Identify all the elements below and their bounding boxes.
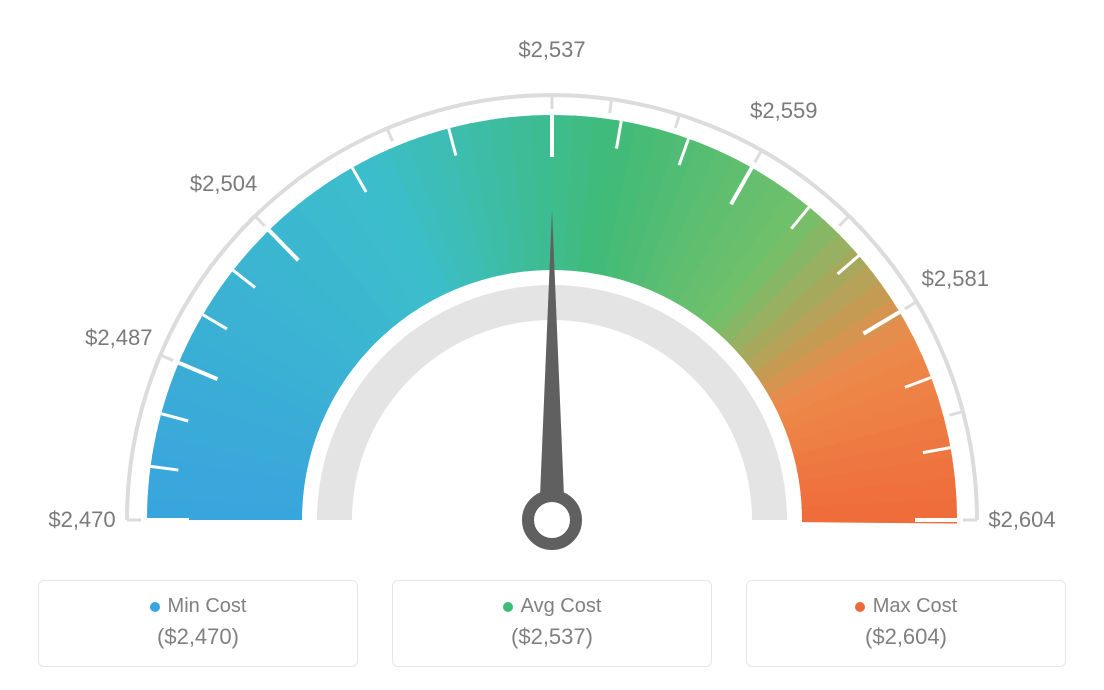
legend-box: Max Cost ($2,604) — [746, 580, 1066, 667]
gauge-tick-minor — [755, 150, 762, 162]
legend-value: ($2,537) — [413, 624, 691, 650]
gauge-tick-minor — [387, 128, 392, 141]
gauge-tick-minor — [905, 302, 917, 309]
gauge-tick-label: $2,581 — [922, 266, 989, 292]
gauge-tick-minor — [675, 115, 679, 128]
legend-label: Max Cost — [873, 595, 957, 618]
legend-title: Max Cost — [855, 595, 957, 618]
gauge-needle-hub — [528, 496, 576, 544]
legend-title: Avg Cost — [503, 595, 602, 618]
gauge-tick-minor — [160, 355, 173, 360]
legend-title: Min Cost — [150, 595, 247, 618]
legend-box: Min Cost ($2,470) — [38, 580, 358, 667]
cost-gauge-widget: $2,470 $2,487 $2,504 $2,537 $2,559 $2,581 $2,6… — [0, 0, 1104, 690]
gauge-chart: $2,470 $2,487 $2,504 $2,537 $2,559 $2,581 $2,6… — [0, 10, 1104, 570]
legend-row: Min Cost ($2,470) Avg Cost ($2,537) Max Cost… — [8, 580, 1096, 667]
legend-value: ($2,604) — [767, 624, 1045, 650]
legend-dot-icon — [150, 602, 160, 612]
legend-dot-icon — [503, 602, 513, 612]
gauge-tick-label: $2,487 — [85, 325, 152, 351]
gauge-tick-label: $2,604 — [988, 507, 1055, 533]
legend-value: ($2,470) — [59, 624, 337, 650]
gauge-tick-minor — [610, 99, 612, 113]
gauge-tick-minor — [255, 216, 265, 226]
gauge-tick-minor — [839, 216, 849, 226]
legend-label: Min Cost — [168, 595, 247, 618]
legend-box: Avg Cost ($2,537) — [392, 580, 712, 667]
gauge-tick-label: $2,504 — [190, 171, 257, 197]
gauge-tick-minor — [949, 412, 963, 416]
gauge-tick-label: $2,470 — [48, 507, 115, 533]
legend-dot-icon — [855, 602, 865, 612]
legend-label: Avg Cost — [521, 595, 602, 618]
gauge-tick-label: $2,559 — [750, 98, 817, 124]
gauge-tick-label: $2,537 — [518, 37, 585, 63]
